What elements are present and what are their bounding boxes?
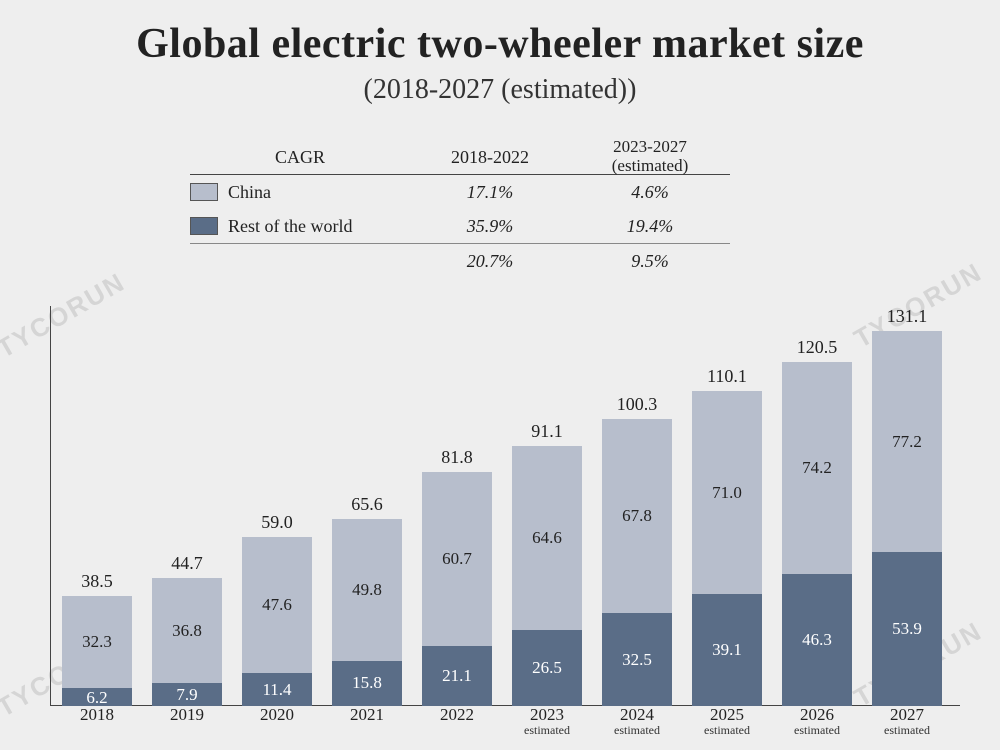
- bar-seg-rest: 39.1: [692, 594, 762, 706]
- cagr-label-china: China: [228, 182, 271, 203]
- bar-seg-china: 64.6: [512, 446, 582, 631]
- bar-value-rest: 26.5: [512, 658, 582, 678]
- bar-seg-china: 77.2: [872, 331, 942, 552]
- bar-total-label: 65.6: [332, 494, 402, 515]
- cagr-table: CAGR 2018-2022 2023-2027 (estimated) Chi…: [190, 140, 730, 278]
- bar-col-2027: 53.977.2131.1: [872, 331, 942, 706]
- bar-seg-rest: 46.3: [782, 574, 852, 706]
- bar-value-china: 60.7: [422, 549, 492, 569]
- bar-total-label: 100.3: [602, 394, 672, 415]
- bar-total-label: 120.5: [782, 337, 852, 358]
- cagr-rest-c2: 19.4%: [627, 216, 674, 236]
- bar-total-label: 38.5: [62, 571, 132, 592]
- bar-col-2024: 32.567.8100.3: [602, 419, 672, 706]
- bar-value-china: 67.8: [602, 506, 672, 526]
- bars-container: 6.2 32.3 38.5 7.9 36.8 44.7 11.4 47.6 59.0 15.8 49…: [50, 306, 960, 706]
- cagr-row-rest: Rest of the world 35.9% 19.4%: [190, 209, 730, 244]
- bar-value-rest: 15.8: [332, 673, 402, 693]
- bar-seg-china: 32.3: [62, 596, 132, 688]
- bar-value-china: 77.2: [872, 432, 942, 452]
- x-axis-labels: 201820192020202120222023estimated2024est…: [50, 706, 960, 746]
- x-label-2019: 2019: [142, 706, 232, 724]
- bar-col-2021: 15.849.865.6: [332, 519, 402, 706]
- bar-value-rest: 39.1: [692, 640, 762, 660]
- bar-seg-rest: 7.9: [152, 683, 222, 706]
- bar-col-2018: 6.232.338.5: [62, 596, 132, 706]
- bar-total-label: 59.0: [242, 512, 312, 533]
- bar-value-china: 49.8: [332, 580, 402, 600]
- x-label-2022: 2022: [412, 706, 502, 724]
- cagr-header-col2-bot: (estimated): [612, 156, 688, 175]
- cagr-header-col2-top: 2023-2027: [613, 137, 687, 156]
- bar-value-rest: 53.9: [872, 619, 942, 639]
- bar-seg-rest: 11.4: [242, 673, 312, 706]
- page-root: TYCORUN TYCORUN TYCORUN TYCORUN Global e…: [0, 0, 1000, 750]
- x-label-2026: 2026estimated: [772, 706, 862, 736]
- cagr-header-col1: 2018-2022: [451, 147, 529, 167]
- x-label-2024: 2024estimated: [592, 706, 682, 736]
- bar-value-rest: 11.4: [242, 680, 312, 700]
- legend-swatch-rest: [190, 217, 218, 235]
- cagr-header-row: CAGR 2018-2022 2023-2027 (estimated): [190, 140, 730, 175]
- x-label-2027: 2027estimated: [862, 706, 952, 736]
- cagr-china-c2: 4.6%: [631, 182, 669, 202]
- bar-seg-rest: 21.1: [422, 646, 492, 706]
- bar-seg-china: 49.8: [332, 519, 402, 661]
- cagr-header-col0: CAGR: [275, 147, 325, 168]
- bar-seg-china: 47.6: [242, 537, 312, 673]
- bar-total-label: 44.7: [152, 553, 222, 574]
- bar-value-rest: 21.1: [422, 666, 492, 686]
- x-label-2023: 2023estimated: [502, 706, 592, 736]
- bar-value-china: 64.6: [512, 528, 582, 548]
- bar-col-2026: 46.374.2120.5: [782, 362, 852, 706]
- bar-seg-china: 67.8: [602, 419, 672, 613]
- bar-value-rest: 32.5: [602, 650, 672, 670]
- bar-value-rest: 46.3: [782, 630, 852, 650]
- legend-swatch-china: [190, 183, 218, 201]
- x-label-2025: 2025estimated: [682, 706, 772, 736]
- x-label-2018: 2018: [52, 706, 142, 724]
- bar-total-label: 110.1: [692, 366, 762, 387]
- chart-subtitle: (2018-2027 (estimated)): [0, 74, 1000, 106]
- bar-col-2019: 7.936.844.7: [152, 578, 222, 706]
- cagr-total-c1: 20.7%: [467, 251, 514, 271]
- bar-col-2020: 11.447.659.0: [242, 537, 312, 706]
- cagr-rest-c1: 35.9%: [467, 216, 514, 236]
- x-label-2020: 2020: [232, 706, 322, 724]
- cagr-china-c1: 17.1%: [467, 182, 514, 202]
- bar-seg-china: 60.7: [422, 472, 492, 645]
- bar-col-2025: 39.171.0110.1: [692, 391, 762, 706]
- cagr-total-c2: 9.5%: [631, 251, 669, 271]
- bar-value-china: 36.8: [152, 621, 222, 641]
- stacked-bar-chart: 6.2 32.3 38.5 7.9 36.8 44.7 11.4 47.6 59.0 15.8 49…: [50, 306, 960, 706]
- bar-seg-rest: 32.5: [602, 613, 672, 706]
- bar-value-china: 47.6: [242, 595, 312, 615]
- bar-col-2023: 26.564.691.1: [512, 446, 582, 706]
- bar-seg-rest: 26.5: [512, 630, 582, 706]
- bar-value-china: 71.0: [692, 483, 762, 503]
- cagr-label-rest: Rest of the world: [228, 216, 352, 237]
- bar-col-2022: 21.160.781.8: [422, 472, 492, 706]
- bar-total-label: 81.8: [422, 447, 492, 468]
- x-label-2021: 2021: [322, 706, 412, 724]
- bar-seg-rest: 53.9: [872, 552, 942, 706]
- bar-seg-china: 74.2: [782, 362, 852, 574]
- chart-title: Global electric two-wheeler market size: [0, 0, 1000, 68]
- bar-value-china: 32.3: [62, 632, 132, 652]
- bar-total-label: 131.1: [872, 306, 942, 327]
- bar-value-china: 74.2: [782, 458, 852, 478]
- bar-total-label: 91.1: [512, 421, 582, 442]
- bar-seg-rest: 6.2: [62, 688, 132, 706]
- bar-seg-china: 36.8: [152, 578, 222, 683]
- bar-value-rest: 7.9: [152, 685, 222, 705]
- cagr-row-china: China 17.1% 4.6%: [190, 175, 730, 209]
- bar-seg-rest: 15.8: [332, 661, 402, 706]
- bar-seg-china: 71.0: [692, 391, 762, 594]
- cagr-row-total: 20.7% 9.5%: [190, 244, 730, 278]
